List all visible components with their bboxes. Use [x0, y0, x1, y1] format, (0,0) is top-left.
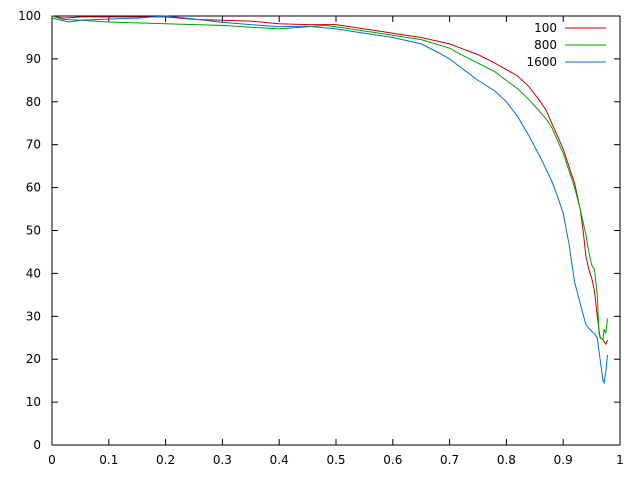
- y-tick-label: 0: [33, 438, 41, 452]
- tick-marks: [51, 15, 621, 446]
- axes: [51, 15, 621, 446]
- x-tick-label: 0.7: [440, 453, 459, 467]
- x-tick-label: 1: [616, 453, 624, 467]
- legend-label-100: 100: [534, 21, 557, 35]
- series-line-100: [51, 15, 608, 346]
- x-tick-label: 0.4: [270, 453, 289, 467]
- x-tick-label: 0: [48, 453, 56, 467]
- y-tick-label: 50: [26, 224, 41, 238]
- x-tick-label: 0.6: [383, 453, 402, 467]
- x-tick-label: 0.8: [497, 453, 516, 467]
- y-tick-label: 70: [26, 138, 41, 152]
- y-tick-label: 30: [26, 309, 41, 323]
- y-tick-label: 90: [26, 52, 41, 66]
- y-tick-label: 100: [18, 9, 41, 23]
- legend-label-1600: 1600: [526, 55, 557, 69]
- x-tick-label: 0.2: [156, 453, 175, 467]
- x-tick-label: 0.1: [99, 453, 118, 467]
- x-tick-label: 0.5: [326, 453, 345, 467]
- series-line-800: [51, 15, 608, 341]
- legend: 100 800 1600: [526, 21, 606, 69]
- series-line-1600: [51, 15, 608, 385]
- x-tick-label: 0.9: [554, 453, 573, 467]
- x-tick-labels: 0 0.1 0.2 0.3 0.4 0.5 0.6 0.7 0.8 0.9 1: [48, 453, 624, 467]
- y-tick-label: 20: [26, 352, 41, 366]
- y-tick-labels: 0 10 20 30 40 50 60 70 80 90 100: [18, 9, 41, 452]
- legend-label-800: 800: [534, 38, 557, 52]
- plot-frame: [51, 15, 621, 446]
- y-tick-label: 80: [26, 95, 41, 109]
- x-tick-label: 0.3: [213, 453, 232, 467]
- y-tick-label: 40: [26, 266, 41, 280]
- series-lines: [51, 15, 608, 385]
- y-tick-label: 60: [26, 181, 41, 195]
- y-tick-label: 10: [26, 395, 41, 409]
